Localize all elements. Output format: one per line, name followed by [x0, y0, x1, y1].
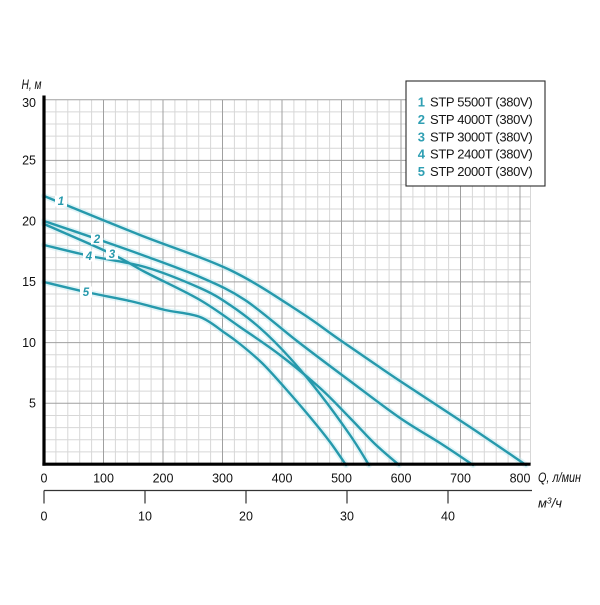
svg-text:STP 2400T (380V): STP 2400T (380V) [430, 147, 532, 162]
svg-text:400: 400 [272, 472, 293, 486]
svg-text:3: 3 [418, 129, 425, 144]
svg-text:5: 5 [83, 287, 90, 299]
svg-text:40: 40 [441, 510, 455, 524]
svg-text:5: 5 [418, 164, 425, 179]
svg-text:200: 200 [153, 472, 174, 486]
svg-text:800: 800 [510, 472, 531, 486]
svg-text:100: 100 [93, 472, 114, 486]
svg-text:4: 4 [418, 147, 426, 162]
svg-text:Q, л/мин: Q, л/мин [538, 470, 581, 485]
svg-text:15: 15 [22, 275, 36, 289]
svg-text:20: 20 [22, 214, 36, 228]
svg-text:STP 5500T (380V): STP 5500T (380V) [430, 95, 532, 110]
svg-text:4: 4 [85, 251, 93, 263]
svg-text:10: 10 [22, 336, 36, 350]
svg-text:2: 2 [93, 234, 101, 246]
svg-text:H, м: H, м [22, 77, 42, 92]
svg-text:30: 30 [340, 510, 354, 524]
svg-text:600: 600 [391, 472, 412, 486]
svg-text:м3/ч: м3/ч [538, 496, 562, 511]
svg-text:1: 1 [58, 196, 64, 208]
svg-text:25: 25 [22, 154, 36, 168]
svg-text:10: 10 [138, 510, 152, 524]
svg-text:STP 4000T (380V): STP 4000T (380V) [430, 112, 532, 127]
svg-text:500: 500 [331, 472, 352, 486]
svg-text:2: 2 [418, 112, 425, 127]
svg-text:1: 1 [418, 95, 425, 110]
svg-text:0: 0 [41, 510, 48, 524]
svg-text:30: 30 [22, 96, 36, 110]
svg-text:700: 700 [450, 472, 471, 486]
svg-text:STP 3000T (380V): STP 3000T (380V) [430, 129, 532, 144]
svg-text:0: 0 [41, 472, 48, 486]
svg-text:STP 2000T (380V): STP 2000T (380V) [430, 164, 532, 179]
svg-text:300: 300 [212, 472, 233, 486]
svg-text:20: 20 [239, 510, 253, 524]
svg-text:3: 3 [109, 249, 116, 261]
svg-text:5: 5 [29, 397, 36, 411]
